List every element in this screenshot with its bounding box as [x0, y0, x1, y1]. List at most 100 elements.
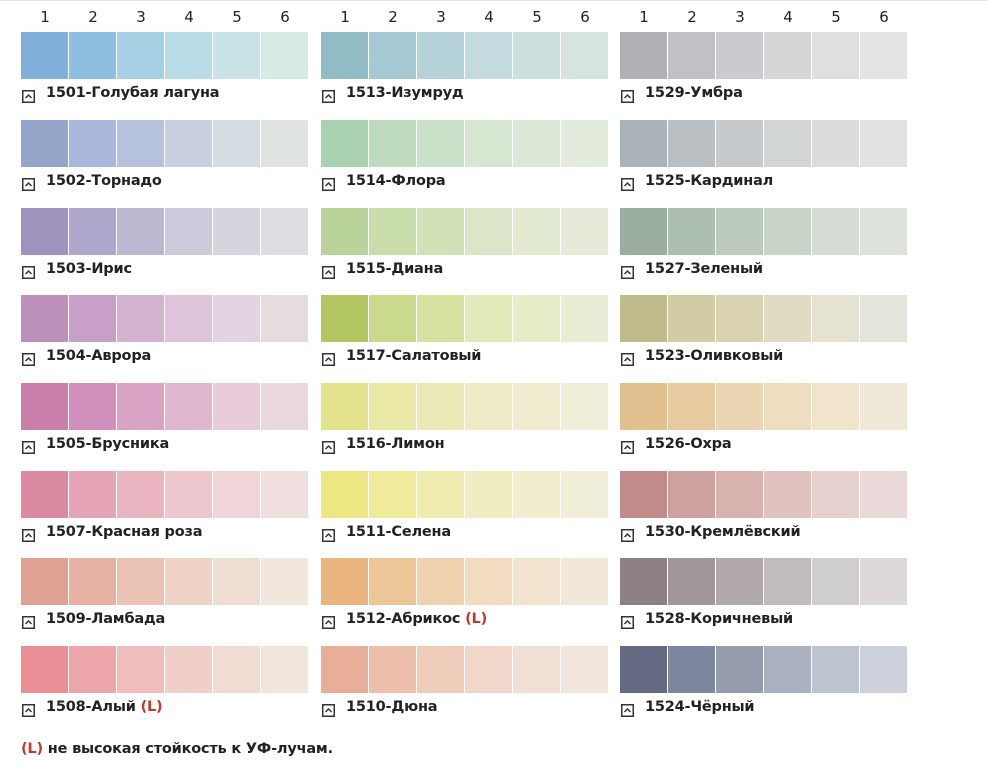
swatch: [417, 471, 464, 518]
uv-mark: (L): [465, 611, 488, 627]
swatch: [21, 471, 68, 518]
palette-name: 1516-Лимон: [346, 436, 445, 452]
swatch: [561, 383, 608, 430]
swatch: [213, 471, 260, 518]
swatch: [860, 646, 907, 693]
swatch: [620, 208, 667, 255]
swatch: [117, 120, 164, 167]
swatch: [561, 208, 608, 255]
palette-name: 1529-Умбра: [645, 85, 743, 101]
swatch: [165, 208, 212, 255]
expand-icon: [621, 439, 634, 454]
palette-name: 1505-Брусника: [46, 436, 170, 452]
swatch: [812, 120, 859, 167]
swatch: [561, 120, 608, 167]
top-rule: [0, 0, 987, 1]
swatch: [165, 471, 212, 518]
uv-mark: (L): [140, 699, 163, 715]
expand-icon: [22, 702, 35, 717]
swatch: [261, 120, 308, 167]
palette-name: 1504-Аврора: [46, 348, 152, 364]
palette-label: 1516-Лимон: [346, 436, 445, 452]
palette-name: 1510-Дюна: [346, 699, 438, 715]
palette-name: 1514-Флора: [346, 173, 446, 189]
swatch: [620, 32, 667, 79]
swatch: [369, 32, 416, 79]
expand-icon: [322, 351, 335, 366]
swatch: [69, 208, 116, 255]
expand-icon: [22, 264, 35, 279]
expand-icon: [322, 176, 335, 191]
swatch: [21, 295, 68, 342]
expand-icon: [621, 614, 634, 629]
swatch: [620, 120, 667, 167]
swatch: [417, 208, 464, 255]
expand-icon: [22, 351, 35, 366]
palette-name: 1530-Кремлёвский: [645, 524, 801, 540]
swatch: [668, 646, 715, 693]
swatch: [117, 208, 164, 255]
expand-icon: [621, 351, 634, 366]
swatch: [620, 295, 667, 342]
swatch: [812, 558, 859, 605]
expand-icon: [22, 439, 35, 454]
column-number: 1: [40, 8, 50, 26]
swatch: [465, 295, 512, 342]
palette-name: 1527-Зеленый: [645, 261, 763, 277]
swatch: [764, 558, 811, 605]
swatch: [213, 558, 260, 605]
swatch: [513, 558, 560, 605]
palette-name: 1509-Ламбада: [46, 611, 166, 627]
swatch: [261, 295, 308, 342]
expand-icon: [322, 439, 335, 454]
swatch: [513, 120, 560, 167]
swatch: [117, 558, 164, 605]
expand-icon: [22, 88, 35, 103]
swatch: [561, 471, 608, 518]
swatch: [860, 208, 907, 255]
swatch: [812, 383, 859, 430]
swatch: [369, 471, 416, 518]
column-number: 1: [340, 8, 350, 26]
swatch: [812, 471, 859, 518]
swatch: [213, 383, 260, 430]
expand-icon: [322, 264, 335, 279]
column-number: 2: [88, 8, 98, 26]
swatch: [668, 208, 715, 255]
palette-name: 1513-Изумруд: [346, 85, 464, 101]
swatch: [321, 295, 368, 342]
swatch: [69, 295, 116, 342]
palette-label: 1525-Кардинал: [645, 173, 773, 189]
swatch: [812, 295, 859, 342]
swatch: [860, 558, 907, 605]
swatch: [261, 383, 308, 430]
swatch: [620, 558, 667, 605]
swatch: [465, 208, 512, 255]
swatch: [261, 32, 308, 79]
expand-icon: [621, 527, 634, 542]
swatch: [165, 558, 212, 605]
palette-label: 1514-Флора: [346, 173, 446, 189]
swatch: [165, 646, 212, 693]
footnote-mark: (L): [21, 741, 43, 757]
swatch: [21, 120, 68, 167]
swatch: [261, 208, 308, 255]
column-number: 6: [879, 8, 889, 26]
swatch: [21, 558, 68, 605]
palette-label: 1505-Брусника: [46, 436, 169, 452]
swatch: [21, 383, 68, 430]
column-number: 2: [687, 8, 697, 26]
swatch: [812, 32, 859, 79]
swatch: [417, 558, 464, 605]
swatch: [117, 646, 164, 693]
swatch: [321, 208, 368, 255]
swatch: [369, 120, 416, 167]
swatch: [513, 295, 560, 342]
swatch: [69, 646, 116, 693]
swatch: [321, 558, 368, 605]
palette-label: 1508-Алый (L): [46, 699, 163, 715]
swatch: [417, 383, 464, 430]
palette-name: 1503-Ирис: [46, 261, 132, 277]
swatch: [369, 646, 416, 693]
swatch: [860, 383, 907, 430]
